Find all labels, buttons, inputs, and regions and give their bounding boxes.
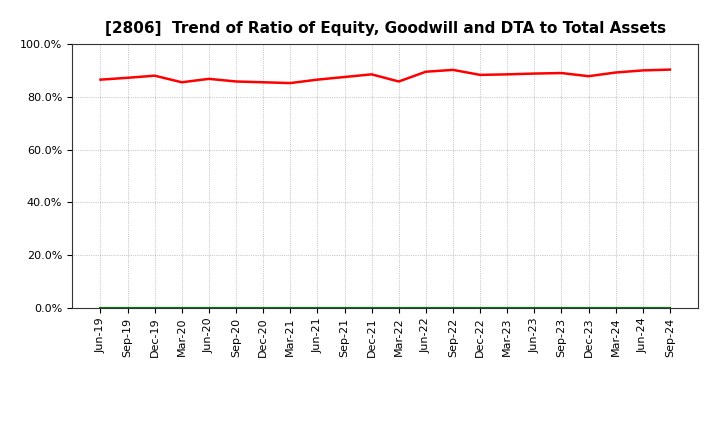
Goodwill	[178, 305, 186, 311]
Deferred Tax Assets	[584, 305, 593, 311]
Goodwill	[204, 305, 213, 311]
Deferred Tax Assets	[503, 305, 511, 311]
Goodwill	[421, 305, 430, 311]
Goodwill	[150, 305, 159, 311]
Equity	[557, 70, 566, 76]
Equity	[123, 75, 132, 81]
Deferred Tax Assets	[395, 305, 403, 311]
Deferred Tax Assets	[476, 305, 485, 311]
Goodwill	[665, 305, 674, 311]
Equity	[476, 72, 485, 77]
Deferred Tax Assets	[530, 305, 539, 311]
Equity	[449, 67, 457, 73]
Equity	[232, 79, 240, 84]
Deferred Tax Assets	[421, 305, 430, 311]
Goodwill	[503, 305, 511, 311]
Goodwill	[313, 305, 322, 311]
Deferred Tax Assets	[286, 305, 294, 311]
Equity	[584, 73, 593, 79]
Equity	[367, 72, 376, 77]
Deferred Tax Assets	[639, 305, 647, 311]
Goodwill	[639, 305, 647, 311]
Goodwill	[557, 305, 566, 311]
Deferred Tax Assets	[341, 305, 349, 311]
Goodwill	[367, 305, 376, 311]
Goodwill	[123, 305, 132, 311]
Goodwill	[476, 305, 485, 311]
Deferred Tax Assets	[96, 305, 105, 311]
Equity	[150, 73, 159, 78]
Equity	[96, 77, 105, 82]
Equity	[286, 81, 294, 86]
Deferred Tax Assets	[557, 305, 566, 311]
Deferred Tax Assets	[178, 305, 186, 311]
Equity	[665, 67, 674, 72]
Deferred Tax Assets	[665, 305, 674, 311]
Equity	[313, 77, 322, 82]
Deferred Tax Assets	[449, 305, 457, 311]
Deferred Tax Assets	[204, 305, 213, 311]
Equity	[503, 72, 511, 77]
Goodwill	[584, 305, 593, 311]
Equity	[259, 80, 268, 85]
Title: [2806]  Trend of Ratio of Equity, Goodwill and DTA to Total Assets: [2806] Trend of Ratio of Equity, Goodwil…	[104, 21, 666, 36]
Goodwill	[232, 305, 240, 311]
Deferred Tax Assets	[150, 305, 159, 311]
Goodwill	[395, 305, 403, 311]
Deferred Tax Assets	[259, 305, 268, 311]
Goodwill	[611, 305, 620, 311]
Goodwill	[530, 305, 539, 311]
Deferred Tax Assets	[313, 305, 322, 311]
Equity	[204, 76, 213, 81]
Equity	[611, 70, 620, 75]
Equity	[178, 80, 186, 85]
Equity	[395, 79, 403, 84]
Goodwill	[286, 305, 294, 311]
Line: Equity: Equity	[101, 70, 670, 83]
Equity	[421, 69, 430, 74]
Goodwill	[449, 305, 457, 311]
Equity	[639, 68, 647, 73]
Deferred Tax Assets	[123, 305, 132, 311]
Deferred Tax Assets	[232, 305, 240, 311]
Goodwill	[259, 305, 268, 311]
Goodwill	[341, 305, 349, 311]
Equity	[530, 71, 539, 76]
Goodwill	[96, 305, 105, 311]
Deferred Tax Assets	[611, 305, 620, 311]
Deferred Tax Assets	[367, 305, 376, 311]
Equity	[341, 74, 349, 80]
